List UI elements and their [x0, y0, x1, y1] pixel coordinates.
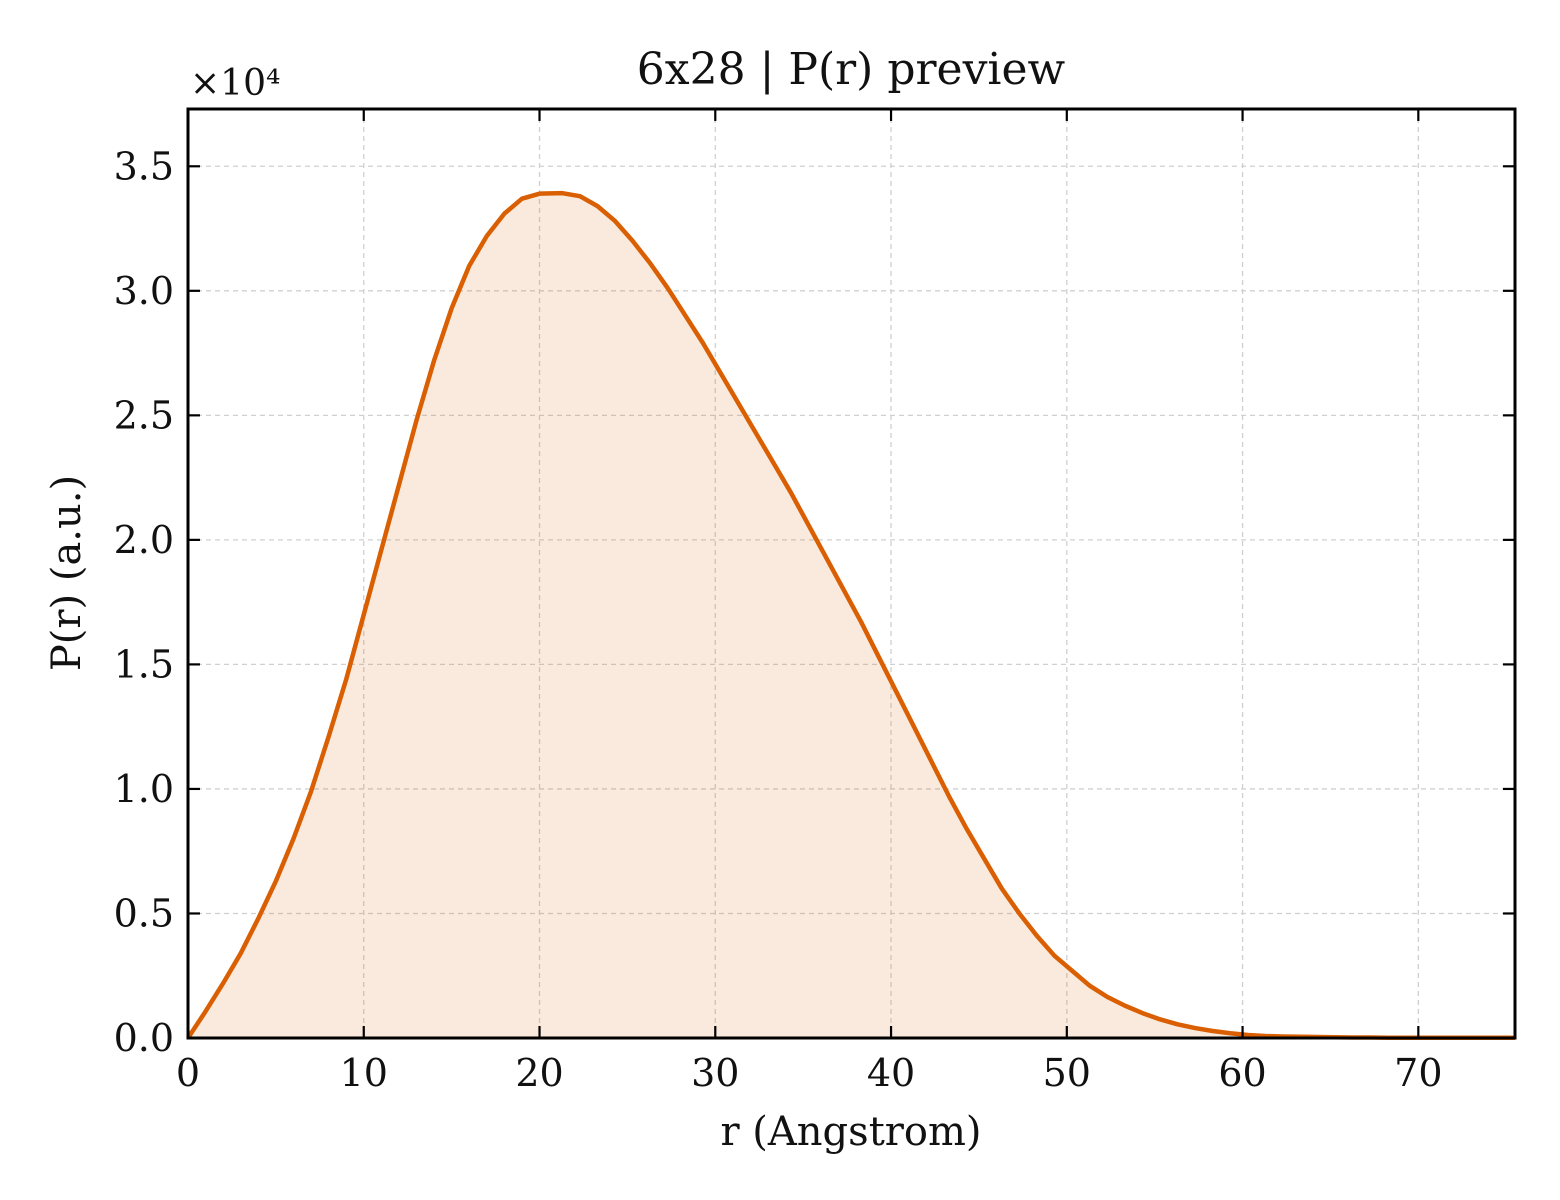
x-tick-label: 70	[1394, 1051, 1442, 1095]
chart-title: 6x28 | P(r) preview	[637, 44, 1066, 95]
ticks: 0 10 20 30 40 50 60 70 0.0 0.5 1.0 1.5 2.0 2.5 3.0 3.5	[114, 109, 1515, 1095]
x-tick-label: 50	[1043, 1051, 1091, 1095]
x-tick-label: 10	[340, 1051, 388, 1095]
x-tick-label: 40	[867, 1051, 915, 1095]
y-multiplier-label: ×10⁴	[190, 63, 280, 104]
grid	[188, 109, 1515, 1038]
y-tick-label: 2.0	[114, 518, 174, 562]
x-tick-label: 0	[176, 1051, 200, 1095]
y-tick-label: 0.0	[114, 1016, 174, 1060]
y-tick-label: 2.5	[114, 393, 174, 437]
area-fill	[188, 193, 1515, 1038]
y-tick-label: 1.0	[114, 767, 174, 811]
y-tick-label: 1.5	[114, 642, 174, 686]
y-tick-label: 0.5	[114, 891, 174, 935]
x-tick-label: 20	[515, 1051, 563, 1095]
plot-frame	[186, 107, 1517, 1040]
x-axis-label: r (Angstrom)	[720, 1109, 981, 1155]
y-tick-label: 3.5	[114, 144, 174, 188]
y-tick-label: 3.0	[114, 269, 174, 313]
x-tick-label: 30	[691, 1051, 739, 1095]
x-tick-label: 60	[1218, 1051, 1266, 1095]
y-axis-label: P(r) (a.u.)	[44, 475, 90, 671]
